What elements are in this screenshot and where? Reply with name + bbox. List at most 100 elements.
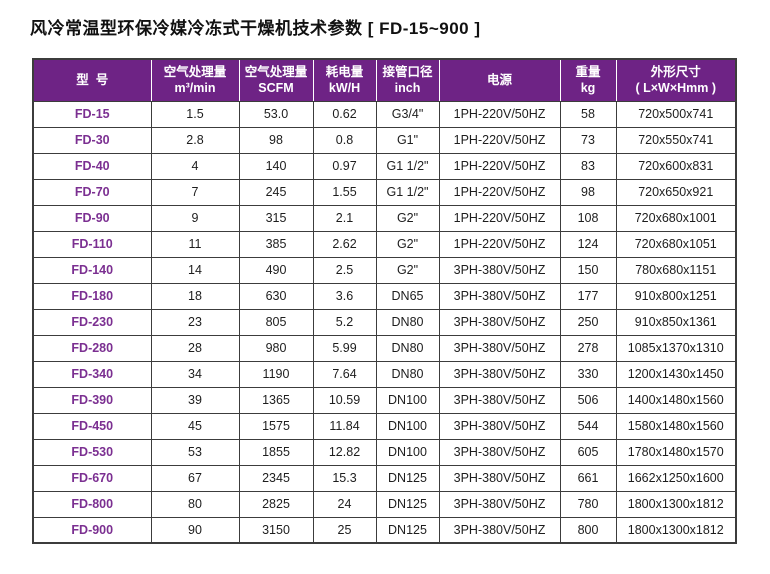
value-cell: DN100: [375, 386, 440, 414]
value-cell: 1400x1480x1560: [615, 386, 737, 414]
table-row: FD-390 39 1365 10.59 DN100 3PH-380V/50HZ 506 14…: [32, 386, 737, 414]
value-cell: 506: [559, 386, 617, 414]
model-cell: FD-180: [32, 282, 152, 310]
value-cell: 53: [150, 438, 240, 466]
model-cell: FD-900: [32, 516, 152, 544]
table-row: FD-670 67 2345 15.3 DN125 3PH-380V/50HZ 661 166…: [32, 464, 737, 492]
value-cell: 1.5: [150, 100, 240, 128]
value-cell: 7.64: [312, 360, 377, 388]
model-cell: FD-15: [32, 100, 152, 128]
value-cell: 1580x1480x1560: [615, 412, 737, 440]
value-cell: 2.8: [150, 126, 240, 154]
value-cell: 108: [559, 204, 617, 232]
value-cell: 3PH-380V/50HZ: [438, 438, 561, 466]
column-header-label: 重量: [575, 65, 601, 80]
value-cell: 490: [238, 256, 314, 284]
value-cell: 5.2: [312, 308, 377, 336]
value-cell: 3PH-380V/50HZ: [438, 360, 561, 388]
value-cell: 1PH-220V/50HZ: [438, 204, 561, 232]
value-cell: 4: [150, 152, 240, 180]
value-cell: 330: [559, 360, 617, 388]
column-header-label: 空气处理量: [163, 65, 227, 80]
value-cell: 25: [312, 516, 377, 544]
value-cell: 140: [238, 152, 314, 180]
value-cell: 0.62: [312, 100, 377, 128]
value-cell: 12.82: [312, 438, 377, 466]
value-cell: 124: [559, 230, 617, 258]
column-header-unit: ( L×W×Hmm ): [635, 81, 717, 96]
value-cell: 14: [150, 256, 240, 284]
column-header-2: 空气处理量 m³/min: [151, 59, 240, 102]
model-cell: FD-530: [32, 438, 152, 466]
model-cell: FD-230: [32, 308, 152, 336]
value-cell: 23: [150, 308, 240, 336]
value-cell: DN100: [375, 412, 440, 440]
value-cell: 250: [559, 308, 617, 336]
value-cell: 1855: [238, 438, 314, 466]
value-cell: 73: [559, 126, 617, 154]
value-cell: 10.59: [312, 386, 377, 414]
value-cell: 1800x1300x1812: [615, 490, 737, 518]
column-header-8: 外形尺寸( L×W×Hmm ): [616, 59, 736, 102]
value-cell: DN100: [375, 438, 440, 466]
column-header-label: 外形尺寸: [650, 65, 701, 80]
model-cell: FD-110: [32, 230, 152, 258]
value-cell: 58: [559, 100, 617, 128]
value-cell: 2825: [238, 490, 314, 518]
model-cell: FD-340: [32, 360, 152, 388]
column-header-unit: kg: [580, 81, 596, 96]
value-cell: 0.97: [312, 152, 377, 180]
value-cell: 1085x1370x1310: [615, 334, 737, 362]
value-cell: 5.99: [312, 334, 377, 362]
value-cell: 720x500x741: [615, 100, 737, 128]
value-cell: G1": [375, 126, 440, 154]
table-row: FD-530 53 1855 12.82 DN100 3PH-380V/50HZ 605 17…: [32, 438, 737, 466]
value-cell: 805: [238, 308, 314, 336]
value-cell: 3PH-380V/50HZ: [438, 386, 561, 414]
value-cell: 720x600x831: [615, 152, 737, 180]
value-cell: DN125: [375, 464, 440, 492]
column-header-1: 型 号: [33, 59, 152, 102]
value-cell: 177: [559, 282, 617, 310]
value-cell: 1575: [238, 412, 314, 440]
value-cell: 53.0: [238, 100, 314, 128]
value-cell: 0.8: [312, 126, 377, 154]
value-cell: 3PH-380V/50HZ: [438, 256, 561, 284]
column-header-label: 耗电量: [325, 65, 364, 80]
value-cell: G1 1/2": [375, 178, 440, 206]
value-cell: G2": [375, 204, 440, 232]
table-row: FD-90 9 315 2.1 G2" 1PH-220V/50HZ 108 720x680x1…: [32, 204, 737, 232]
value-cell: 1200x1430x1450: [615, 360, 737, 388]
column-header-6: 电源: [439, 59, 561, 102]
value-cell: G3/4": [375, 100, 440, 128]
value-cell: 3PH-380V/50HZ: [438, 464, 561, 492]
column-header-unit: m³/min: [174, 81, 216, 96]
column-header-label: 接管口径: [382, 65, 433, 80]
model-cell: FD-280: [32, 334, 152, 362]
value-cell: 2.5: [312, 256, 377, 284]
value-cell: 910x800x1251: [615, 282, 737, 310]
table-row: FD-70 7 245 1.55 G1 1/2" 1PH-220V/50HZ 98 720x6…: [32, 178, 737, 206]
value-cell: 39: [150, 386, 240, 414]
table-row: FD-340 34 1190 7.64 DN80 3PH-380V/50HZ 330 1200…: [32, 360, 737, 388]
value-cell: 9: [150, 204, 240, 232]
value-cell: 34: [150, 360, 240, 388]
value-cell: 1PH-220V/50HZ: [438, 230, 561, 258]
value-cell: 605: [559, 438, 617, 466]
value-cell: 1.55: [312, 178, 377, 206]
model-cell: FD-30: [32, 126, 152, 154]
model-cell: FD-390: [32, 386, 152, 414]
value-cell: 544: [559, 412, 617, 440]
value-cell: 1800x1300x1812: [615, 516, 737, 544]
value-cell: 15.3: [312, 464, 377, 492]
value-cell: G2": [375, 256, 440, 284]
table-body: FD-15 1.5 53.0 0.62 G3/4" 1PH-220V/50HZ 58 720x…: [32, 100, 737, 544]
table-row: FD-230 23 805 5.2 DN80 3PH-380V/50HZ 250 910x85…: [32, 308, 737, 336]
value-cell: 385: [238, 230, 314, 258]
value-cell: 3PH-380V/50HZ: [438, 282, 561, 310]
table-row: FD-280 28 980 5.99 DN80 3PH-380V/50HZ 278 1085x…: [32, 334, 737, 362]
value-cell: 720x680x1051: [615, 230, 737, 258]
value-cell: 1365: [238, 386, 314, 414]
spec-table: 型 号空气处理量 m³/min 空气处理量 SCFM 耗电量 kW/H 接管口径 inch 电源…: [32, 58, 737, 544]
column-header-label: 空气处理量: [244, 65, 308, 80]
